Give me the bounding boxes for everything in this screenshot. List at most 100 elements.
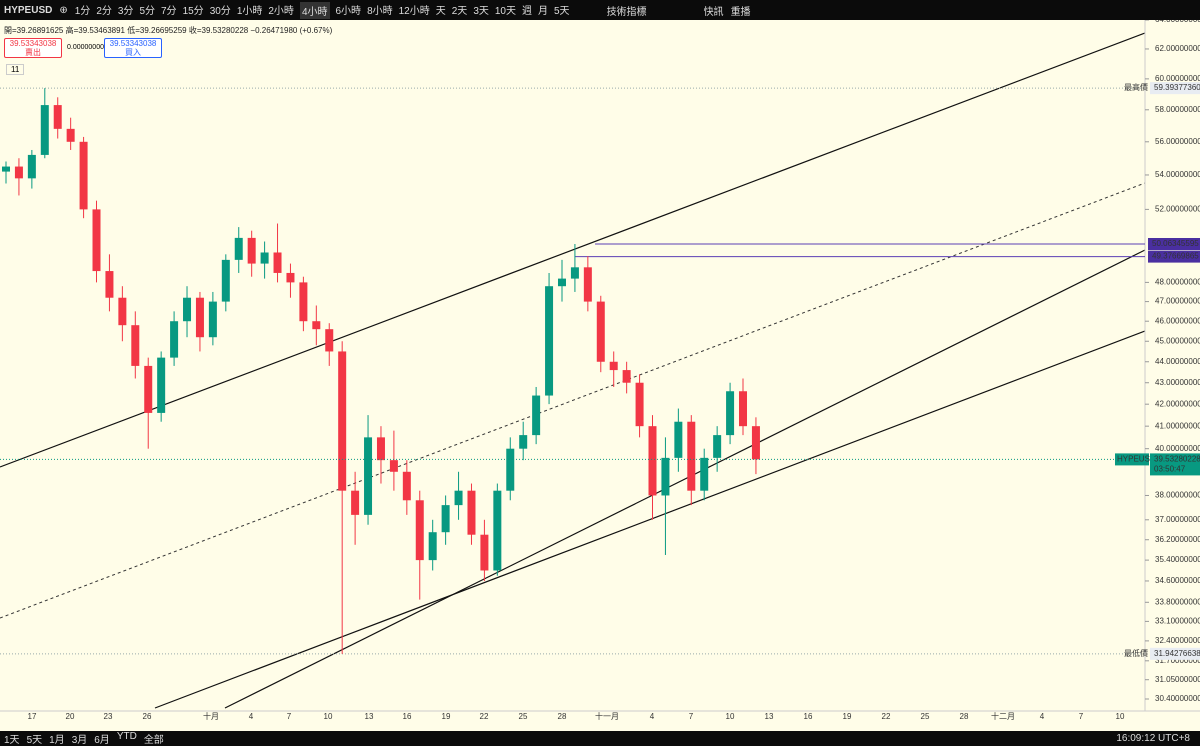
interval[interactable]: 月 bbox=[538, 5, 548, 17]
candle-body bbox=[376, 437, 385, 461]
interval[interactable]: 15分 bbox=[182, 5, 204, 17]
symbol[interactable]: HYPEUSD bbox=[4, 4, 53, 16]
x-tick-label: 25 bbox=[921, 712, 930, 721]
candle-body bbox=[144, 365, 153, 413]
candle-body bbox=[157, 357, 166, 413]
candle-body bbox=[739, 391, 748, 427]
x-tick-label: 16 bbox=[403, 712, 412, 721]
last-box bbox=[1150, 453, 1200, 476]
x-tick-label: 23 bbox=[104, 712, 113, 721]
candle-body bbox=[53, 105, 62, 129]
y-tick-label: 41.00000000 bbox=[1155, 421, 1200, 430]
x-tick-label: 19 bbox=[442, 712, 451, 721]
interval[interactable]: 1分 bbox=[74, 5, 91, 17]
candle-body bbox=[66, 128, 75, 142]
x-tick-label: 16 bbox=[804, 712, 813, 721]
sell[interactable]: 39.53343038 賣出 bbox=[4, 38, 62, 58]
y-tick-label: 58.00000000 bbox=[1155, 105, 1200, 114]
indicator-count[interactable]: 11 bbox=[6, 64, 25, 75]
candle-body bbox=[480, 534, 489, 571]
x-tick-label: 17 bbox=[28, 712, 37, 721]
interval[interactable]: 7分 bbox=[161, 5, 177, 17]
interval[interactable]: 5天 bbox=[554, 5, 570, 17]
candle-body bbox=[713, 435, 722, 458]
trend-line bbox=[224, 249, 1146, 709]
y-tick-label: 40.00000000 bbox=[1155, 444, 1200, 453]
y-tick-label: 64.00000000 bbox=[1155, 20, 1200, 24]
buy[interactable]: 39.53343038 買入 bbox=[104, 38, 162, 58]
candle-body bbox=[609, 361, 618, 371]
interval[interactable]: 3天 bbox=[473, 5, 489, 17]
trend-line bbox=[0, 182, 1146, 619]
x-tick-label: 10 bbox=[726, 712, 735, 721]
interval[interactable]: 8小時 bbox=[367, 5, 393, 17]
level-value: 49.37669865 bbox=[1152, 252, 1199, 261]
trend-line bbox=[154, 330, 1146, 709]
y-tick-label: 42.00000000 bbox=[1155, 399, 1200, 408]
range[interactable]: 6月 bbox=[94, 735, 110, 746]
range[interactable]: 1月 bbox=[49, 735, 65, 746]
y-tick-label: 38.00000000 bbox=[1155, 491, 1200, 500]
interval[interactable]: 3分 bbox=[117, 5, 134, 17]
toolbar: HYPEUSD ⊕ 1分 2分 3分 5分 7分 15分 30分 1小時 2小時 4小時 6小時 8小… bbox=[0, 0, 1200, 20]
interval[interactable]: 5分 bbox=[139, 5, 155, 17]
candle-body bbox=[14, 166, 23, 179]
sell-label: 賣出 bbox=[25, 48, 41, 57]
y-tick-label: 56.00000000 bbox=[1155, 137, 1200, 146]
candle-body bbox=[726, 391, 735, 436]
candle-body bbox=[557, 278, 566, 287]
candle-body bbox=[596, 301, 605, 362]
interval[interactable]: 2分 bbox=[96, 5, 112, 17]
extreme-value: 31.94276638 bbox=[1154, 649, 1200, 658]
candle-body bbox=[131, 325, 140, 366]
range[interactable]: YTD bbox=[116, 731, 137, 742]
interval[interactable]: 天 bbox=[435, 5, 446, 17]
candle-body bbox=[441, 505, 450, 533]
interval[interactable]: 週 bbox=[522, 5, 532, 17]
ohlc: 開=39.26891625 高=39.53463891 低=39.2669525… bbox=[4, 26, 333, 35]
interval[interactable]: 6小時 bbox=[335, 5, 362, 17]
candle-body bbox=[635, 382, 644, 427]
candle-body bbox=[389, 460, 398, 472]
x-tick-label: 十一月 bbox=[595, 711, 619, 721]
y-tick-label: 43.00000000 bbox=[1155, 378, 1200, 387]
range[interactable]: 3月 bbox=[71, 735, 88, 746]
candle-body bbox=[674, 421, 683, 458]
candle-body bbox=[402, 471, 411, 501]
candle-body bbox=[454, 490, 463, 506]
range[interactable]: 1天 bbox=[4, 735, 20, 746]
interval[interactable]: 1小時 bbox=[236, 5, 263, 17]
range[interactable]: 5天 bbox=[26, 735, 43, 746]
y-tick-label: 48.00000000 bbox=[1155, 278, 1200, 287]
y-tick-label: 37.00000000 bbox=[1155, 515, 1200, 524]
chart: 64.00000000 62.00000000 60.00000000 58.0000… bbox=[0, 20, 1200, 721]
interval[interactable]: 12小時 bbox=[398, 5, 430, 17]
extreme-label: 最高價 bbox=[1124, 82, 1148, 92]
y-tick-label: 30.40000000 bbox=[1155, 694, 1200, 703]
add[interactable]: ⊕ bbox=[59, 4, 68, 16]
interval[interactable]: 10天 bbox=[494, 5, 516, 17]
candle-body bbox=[79, 141, 88, 210]
x-tick-label: 十月 bbox=[203, 711, 219, 721]
x-tick-label: 20 bbox=[66, 712, 75, 721]
interval[interactable]: 30分 bbox=[209, 5, 231, 17]
x-tick-label: 22 bbox=[480, 712, 489, 721]
interval[interactable]: 2天 bbox=[451, 5, 468, 17]
y-tick-label: 35.40000000 bbox=[1155, 555, 1200, 564]
replay[interactable]: 重播 bbox=[730, 6, 751, 18]
extreme-box bbox=[1150, 647, 1200, 660]
interval[interactable]: 4小時 bbox=[299, 1, 330, 19]
interval[interactable]: 2小時 bbox=[268, 5, 294, 17]
indicators[interactable]: 技術指標 bbox=[606, 6, 647, 18]
clock: 16:09:12 UTC+8 bbox=[1116, 733, 1190, 744]
x-tick-label: 13 bbox=[765, 712, 774, 721]
buy-label: 買入 bbox=[125, 48, 141, 57]
candle-body bbox=[648, 426, 657, 496]
range[interactable]: 全部 bbox=[143, 735, 164, 746]
x-tick-label: 10 bbox=[1116, 712, 1125, 721]
candle-body bbox=[2, 166, 10, 172]
y-tick-label: 62.00000000 bbox=[1155, 44, 1200, 53]
alerts[interactable]: 快訊 bbox=[703, 6, 724, 18]
extreme-value: 59.39377360 bbox=[1154, 83, 1200, 92]
